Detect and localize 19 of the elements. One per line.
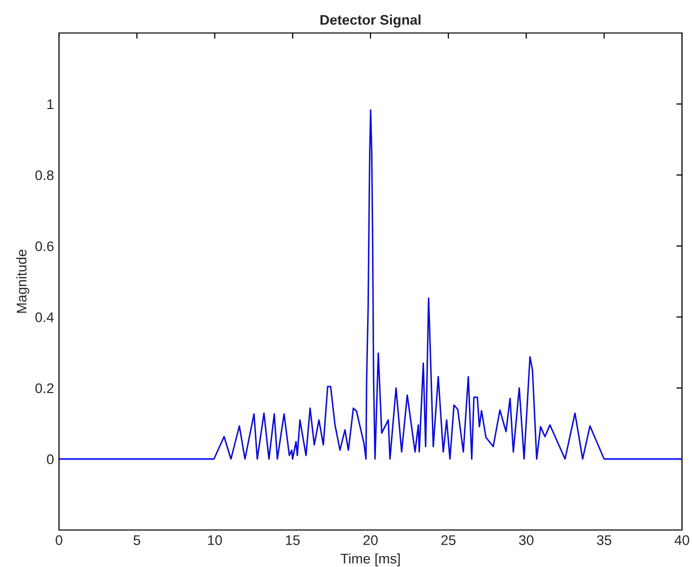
y-tick-label: 0.6	[35, 241, 54, 252]
y-axis-title: Magnitude	[16, 250, 30, 313]
y-tick-label: 0.2	[35, 383, 54, 394]
x-tick-label: 10	[208, 535, 222, 546]
x-tick-label: 40	[674, 535, 690, 546]
x-tick-label: 20	[363, 535, 378, 546]
y-tick-label: 0.4	[35, 312, 54, 322]
x-tick-label: 30	[519, 535, 534, 546]
x-tick-label: 25	[441, 535, 456, 546]
x-tick-label: 0	[56, 535, 62, 546]
y-tick-label: 1	[47, 99, 54, 110]
chart-title: Detector Signal	[320, 14, 420, 28]
x-tick-label: 15	[286, 535, 300, 546]
x-tick-label: 35	[596, 535, 612, 546]
x-axis-title: Time [ms]	[340, 553, 400, 566]
line-series	[59, 109, 682, 460]
x-tick-label: 5	[134, 535, 140, 546]
y-tick-label: 0.8	[35, 170, 54, 180]
y-tick-label: 0	[46, 454, 54, 464]
